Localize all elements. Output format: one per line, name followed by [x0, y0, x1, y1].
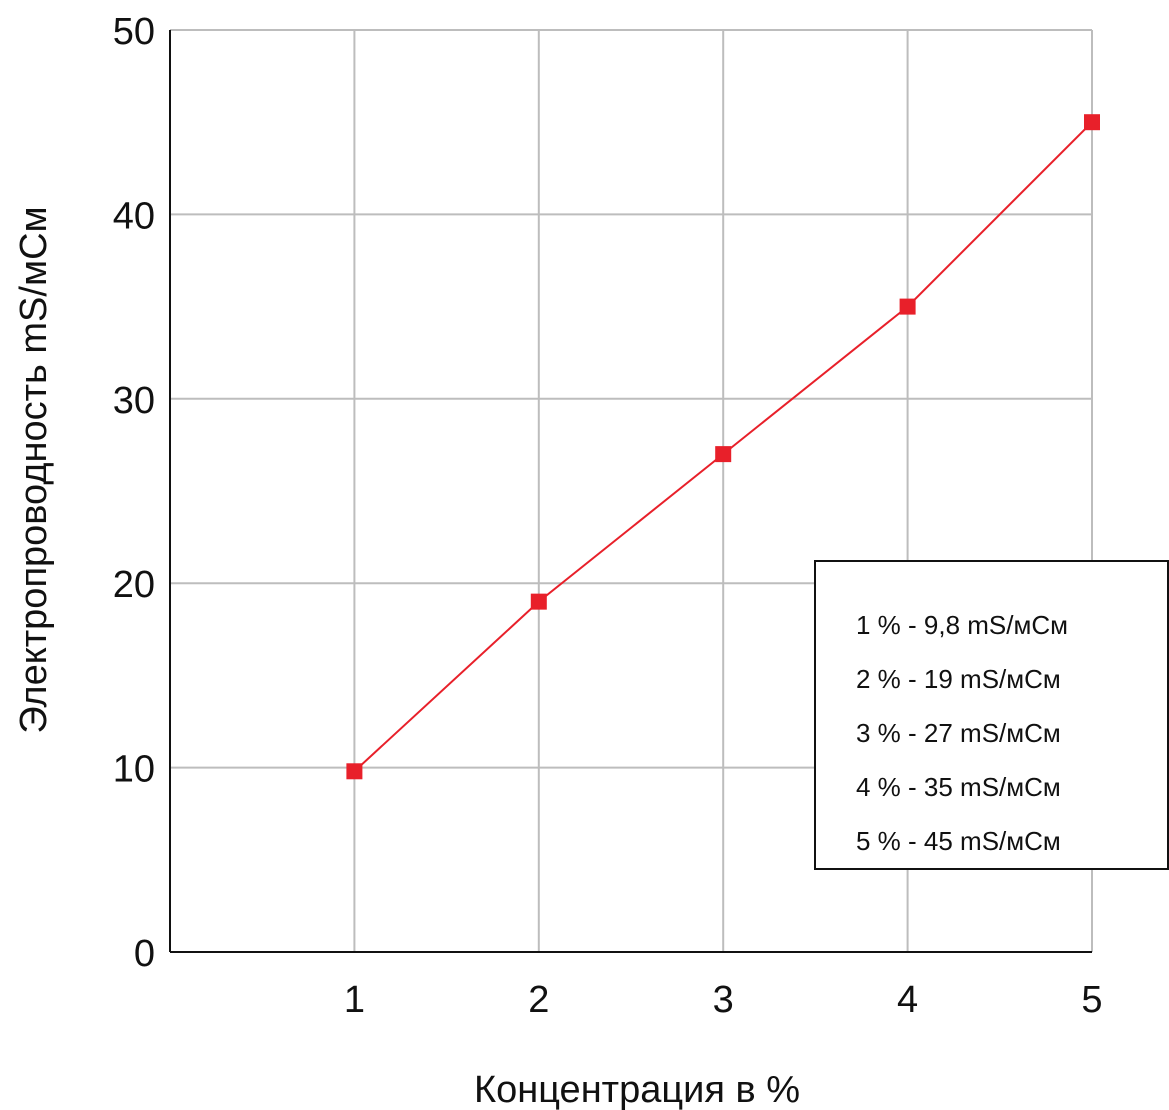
data-point-marker — [346, 763, 363, 780]
x-axis-title: Концентрация в % — [474, 1069, 800, 1110]
legend-item: 1 % - 9,8 mS/мСм — [856, 610, 1069, 640]
data-point-marker — [715, 446, 732, 463]
legend: 1 % - 9,8 mS/мСм 2 % - 19 mS/мСм 3 % - 2… — [814, 560, 1169, 870]
y-tick-label: 40 — [113, 195, 155, 237]
legend-item: 2 % - 19 mS/мСм — [856, 664, 1061, 694]
series — [346, 114, 1100, 780]
x-tick-label: 3 — [713, 979, 734, 1021]
legend-item: 5 % - 45 mS/мСм — [856, 826, 1061, 856]
legend-list: 1 % - 9,8 mS/мСм 2 % - 19 mS/мСм 3 % - 2… — [856, 598, 1068, 868]
legend-item: 3 % - 27 mS/мСм — [856, 718, 1061, 748]
y-tick-label: 50 — [113, 11, 155, 53]
data-point-marker — [1084, 114, 1100, 131]
data-point-marker — [530, 593, 547, 610]
x-tick-label: 2 — [528, 979, 549, 1021]
y-tick-label: 0 — [134, 933, 155, 975]
y-tick-label: 10 — [113, 749, 155, 791]
y-axis-title: Электропроводность mS/мСм — [13, 206, 55, 733]
data-point-marker — [899, 298, 916, 315]
x-tick-label: 4 — [897, 979, 918, 1021]
legend-item: 4 % - 35 mS/мСм — [856, 772, 1061, 802]
x-tick-label: 5 — [1081, 979, 1102, 1021]
x-tick-label: 1 — [344, 979, 365, 1021]
y-tick-label: 30 — [113, 380, 155, 422]
y-tick-label: 20 — [113, 564, 155, 606]
axes: 0 10 20 30 40 50 1 2 3 4 5 — [113, 11, 1103, 1021]
axis-labels: Концентрация в % Электропроводность mS/м… — [13, 206, 800, 1110]
